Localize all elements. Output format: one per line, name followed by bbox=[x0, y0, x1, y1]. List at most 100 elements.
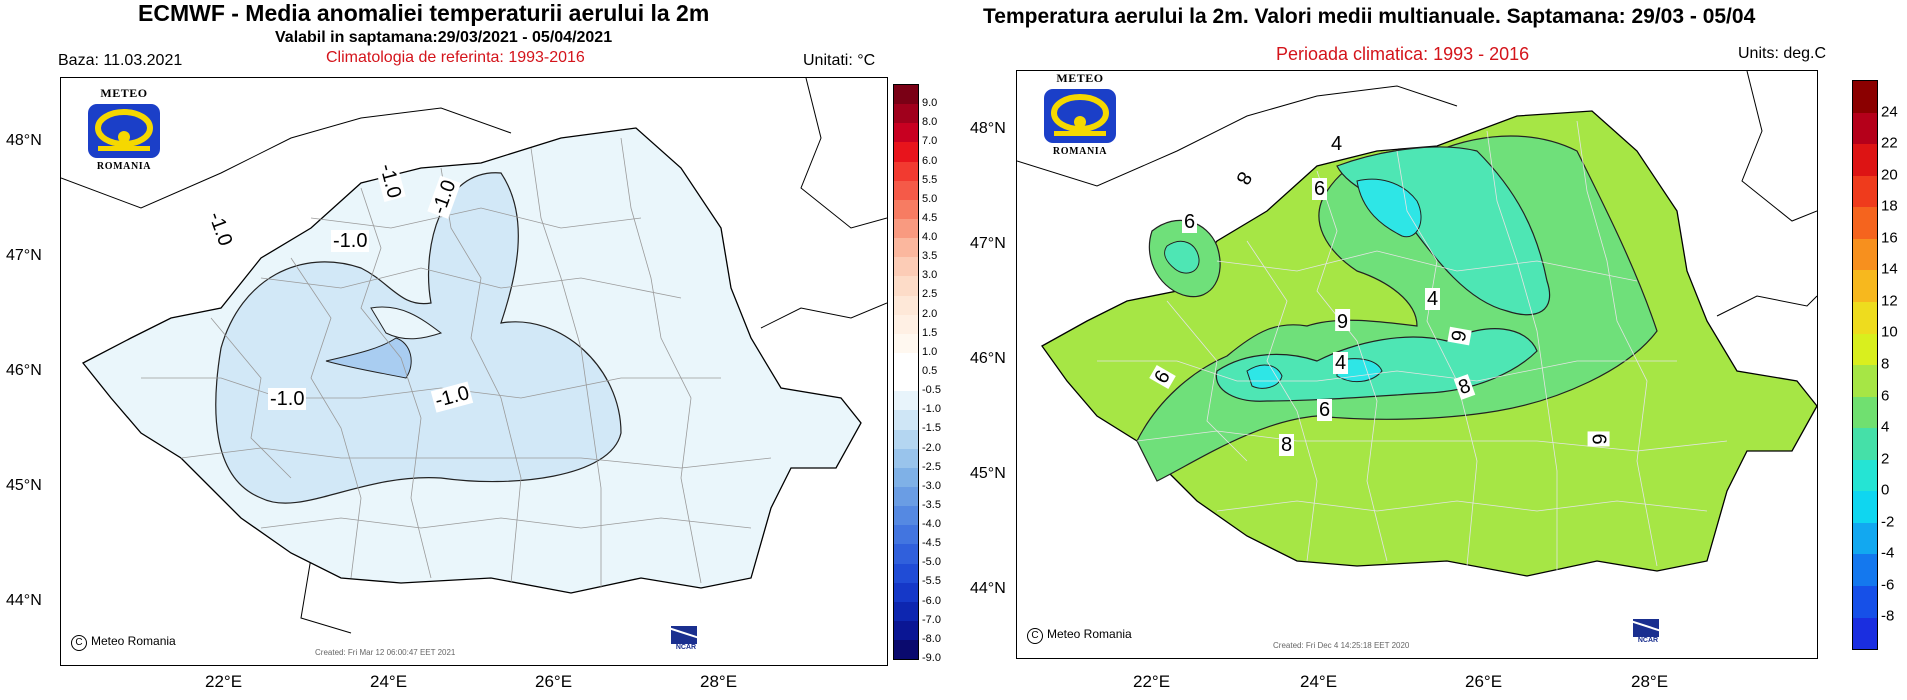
colorbar-tick-label: 16 bbox=[1881, 229, 1898, 247]
colorbar-swatch bbox=[894, 276, 918, 296]
colorbar-tick-label: -2 bbox=[1881, 513, 1895, 531]
colorbar-tick-label: 4.5 bbox=[922, 211, 938, 224]
colorbar-tick-label: 8 bbox=[1881, 355, 1890, 373]
colorbar-swatch bbox=[894, 180, 918, 200]
colorbar-tick-label: 1.5 bbox=[922, 326, 938, 339]
anomaly-minus-1-hole bbox=[370, 306, 443, 340]
ncar-text: NCAR bbox=[675, 644, 697, 651]
colorbar-tick-label: 4.0 bbox=[922, 231, 938, 244]
colorbar-tick-label: 18 bbox=[1881, 197, 1898, 215]
colorbar-swatch bbox=[1853, 207, 1877, 239]
colorbar-tick-label: 4 bbox=[1881, 418, 1890, 436]
copyright-icon: C bbox=[71, 635, 87, 651]
right-map-title: Temperatura aerului la 2m. Valori medii … bbox=[983, 5, 1756, 28]
colorbar-swatch bbox=[894, 199, 918, 219]
colorbar-tick-label: -0.5 bbox=[922, 384, 941, 397]
colorbar-tick-label: 0.5 bbox=[922, 365, 938, 377]
colorbar-tick-label: 22 bbox=[1881, 134, 1898, 152]
colorbar-tick-label: -9.0 bbox=[922, 652, 941, 664]
left-map-canvas bbox=[61, 78, 887, 634]
colorbar-tick-label: -4.0 bbox=[922, 518, 941, 531]
colorbar-swatch bbox=[894, 257, 918, 277]
left-map-frame: -1.0 -1.0 -1.0 -1.0 -1.0 -1.0 METEO ROMA… bbox=[60, 77, 888, 666]
neighbor-border bbox=[300, 557, 352, 634]
right-created-stamp: Created: Fri Dec 4 14:25:18 EET 2020 bbox=[1273, 641, 1410, 650]
left-credit-text: Meteo Romania bbox=[91, 634, 176, 648]
contour-label: 6 bbox=[1587, 431, 1610, 447]
colorbar-swatch bbox=[894, 486, 918, 507]
colorbar-tick-label: 8.0 bbox=[922, 116, 938, 129]
contour-label: 4 bbox=[1333, 352, 1349, 374]
colorbar-tick-label: 14 bbox=[1881, 260, 1898, 278]
colorbar-tick-label: -5.0 bbox=[922, 556, 941, 569]
ncar-logo: NCAR bbox=[1633, 619, 1663, 644]
right-map-canvas bbox=[1017, 71, 1817, 577]
neighbor-border bbox=[760, 302, 887, 329]
contour-label: 6 bbox=[1312, 178, 1328, 200]
colorbar-tick-label: -1.5 bbox=[922, 422, 941, 435]
colorbar-tick-label: 6 bbox=[1881, 387, 1890, 405]
colorbar-tick-label: -3.0 bbox=[922, 479, 941, 492]
colorbar-tick-label: 2 bbox=[1881, 450, 1890, 468]
left-map-subtitle: Valabil in saptamana:29/03/2021 - 05/04/… bbox=[275, 29, 613, 46]
left-map-base-date: Baza: 11.03.2021 bbox=[58, 52, 183, 69]
colorbar-tick-label: 2.5 bbox=[922, 288, 938, 301]
left-map-climatology: Climatologia de referinta: 1993-2016 bbox=[326, 49, 585, 66]
colorbar-swatch bbox=[1853, 586, 1877, 618]
colorbar-tick-label: -8 bbox=[1881, 607, 1895, 625]
right-map-units: Units: deg.C bbox=[1738, 45, 1827, 62]
left-lon-label: 22°E bbox=[205, 672, 243, 691]
copyright-icon: C bbox=[1027, 628, 1043, 644]
colorbar-swatch bbox=[894, 218, 918, 239]
contour-label: 6 bbox=[1182, 211, 1198, 233]
colorbar-swatch bbox=[894, 123, 918, 143]
contour-label: 4 bbox=[1329, 133, 1345, 155]
left-lat-label: 48°N bbox=[6, 132, 42, 149]
colorbar-tick-label: 1.0 bbox=[922, 345, 938, 358]
contour-label: -1.0 bbox=[331, 230, 370, 252]
colorbar-swatch bbox=[894, 391, 918, 411]
meteo-romania-logo: METEO ROMANIA bbox=[1025, 71, 1135, 157]
right-lat-label: 47°N bbox=[970, 235, 1006, 252]
neighbor-border bbox=[1741, 71, 1817, 222]
contour-label: 4 bbox=[1425, 288, 1441, 310]
logo-top-text: METEO bbox=[100, 86, 148, 100]
neighbor-border bbox=[1716, 295, 1817, 317]
colorbar-tick-label: 24 bbox=[1881, 103, 1898, 121]
colorbar-swatch bbox=[894, 563, 918, 583]
colorbar-tick-label: -3.5 bbox=[922, 498, 941, 511]
left-created-stamp: Created: Fri Mar 12 06:00:47 EET 2021 bbox=[315, 648, 456, 657]
left-map-units: Unitati: °C bbox=[803, 52, 876, 69]
right-map-climatology: Perioada climatica: 1993 - 2016 bbox=[1276, 44, 1530, 64]
colorbar-tick-label: -2.5 bbox=[922, 460, 941, 473]
colorbar-tick-label: -6.0 bbox=[922, 594, 941, 607]
colorbar-swatch bbox=[894, 582, 918, 602]
right-lat-label: 45°N bbox=[970, 465, 1006, 482]
colorbar-swatch bbox=[1853, 270, 1877, 302]
colorbar-swatch bbox=[1853, 238, 1877, 271]
anomaly-minus-1-5-region bbox=[325, 337, 412, 379]
colorbar-swatch bbox=[1853, 554, 1877, 586]
temp-4-6-region bbox=[1164, 241, 1200, 274]
right-lon-label: 28°E bbox=[1631, 672, 1669, 691]
logo-emblem bbox=[88, 104, 160, 158]
colorbar-swatch bbox=[894, 410, 918, 430]
ncar-logo: NCAR bbox=[671, 626, 701, 651]
colorbar-tick-label: -2.0 bbox=[922, 441, 941, 454]
colorbar-tick-label: 9.0 bbox=[922, 97, 938, 110]
colorbar-swatch bbox=[894, 85, 918, 105]
left-lat-label: 44°N bbox=[6, 592, 42, 609]
colorbar-swatch bbox=[894, 601, 918, 621]
colorbar-tick-label: 3.5 bbox=[922, 250, 938, 263]
colorbar-tick-label: 2.0 bbox=[922, 307, 938, 320]
logo-bottom-text: ROMANIA bbox=[96, 161, 152, 172]
colorbar-tick-label: -4.5 bbox=[922, 537, 941, 550]
colorbar-tick-label: 6.0 bbox=[922, 154, 938, 167]
right-lat-label: 48°N bbox=[970, 120, 1006, 137]
colorbar-swatch bbox=[1853, 301, 1877, 334]
colorbar-swatch bbox=[894, 544, 918, 564]
county-borders bbox=[141, 137, 772, 588]
colorbar-swatch bbox=[894, 372, 918, 392]
right-lat-label: 44°N bbox=[970, 580, 1006, 597]
colorbar-swatch bbox=[1853, 112, 1877, 145]
